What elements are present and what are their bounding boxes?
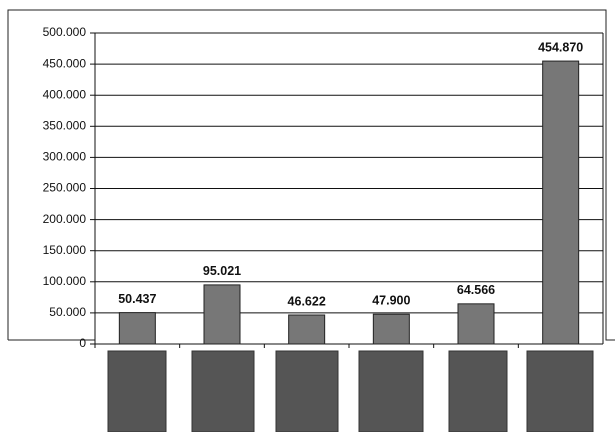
y-tick-label: 0 [79,336,86,350]
bar [118,312,156,345]
y-tick-label: 400.000 [43,87,87,101]
portrait [526,350,594,432]
bar [288,314,326,345]
y-tick-label: 350.000 [43,118,87,132]
portrait [448,350,508,432]
portrait [358,350,424,432]
y-tick-label: 150.000 [43,243,87,257]
bar [372,313,410,345]
y-tick-label: 250.000 [43,181,87,195]
y-tick-label: 50.000 [49,305,86,319]
y-tick-label: 100.000 [43,274,87,288]
value-label: 454.870 [538,40,583,54]
y-tick-label: 500.000 [43,25,87,39]
y-tick-label: 450.000 [43,56,87,70]
chart-frame [7,9,615,341]
portrait [107,350,167,432]
bar [203,284,241,345]
y-tick-label: 300.000 [43,150,87,164]
bar [542,60,580,345]
portraits [107,350,594,432]
y-tick-label: 200.000 [43,212,87,226]
value-label: 95.021 [203,264,241,278]
value-label: 47.900 [372,294,410,308]
portrait [275,350,339,432]
portrait [191,350,255,432]
value-label: 50.437 [118,292,156,306]
value-label: 64.566 [457,283,495,297]
value-label: 46.622 [288,294,326,308]
bar [457,303,495,345]
